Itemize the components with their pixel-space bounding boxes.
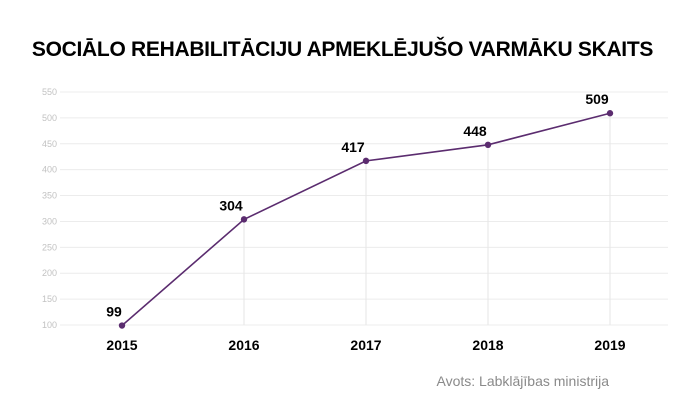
chart-title: SOCIĀLO REHABILITĀCIJU APMEKLĒJUŠO VARMĀ… — [31, 38, 654, 61]
y-tick-label: 200 — [42, 268, 57, 278]
data-label: 304 — [219, 197, 243, 213]
x-tick-label: 2018 — [472, 337, 503, 353]
y-tick-label: 300 — [42, 216, 57, 226]
y-tick-label: 500 — [42, 113, 57, 123]
x-tick-label: 2015 — [106, 337, 137, 353]
y-tick-label: 250 — [42, 242, 57, 252]
y-axis-ticks: 100 150 200 250 300 350 400 450 500 550 — [42, 87, 57, 330]
x-tick-label: 2016 — [228, 337, 259, 353]
y-tick-label: 400 — [42, 165, 57, 175]
data-label: 509 — [585, 91, 609, 107]
data-point — [240, 216, 248, 223]
x-tick-label: 2017 — [350, 337, 381, 353]
data-label: 99 — [106, 304, 122, 320]
source-note: Avots: Labklājības ministrija — [436, 373, 609, 389]
y-tick-label: 150 — [42, 294, 57, 304]
y-tick-label: 450 — [42, 139, 57, 149]
gridlines — [60, 91, 668, 326]
data-labels: 99 304 417 448 509 — [106, 91, 609, 319]
data-point — [362, 157, 370, 165]
drop-lines — [243, 113, 611, 325]
y-tick-label: 350 — [42, 191, 57, 201]
y-tick-label: 550 — [42, 87, 57, 97]
data-point — [606, 110, 614, 117]
y-tick-label: 100 — [42, 320, 57, 330]
data-label: 417 — [341, 139, 365, 155]
data-label: 448 — [463, 123, 487, 139]
data-point — [484, 141, 492, 149]
x-axis-ticks: 2015 2016 2017 2018 2019 — [106, 337, 625, 353]
x-tick-label: 2019 — [594, 337, 625, 353]
data-point — [118, 322, 126, 329]
data-points — [118, 110, 614, 329]
